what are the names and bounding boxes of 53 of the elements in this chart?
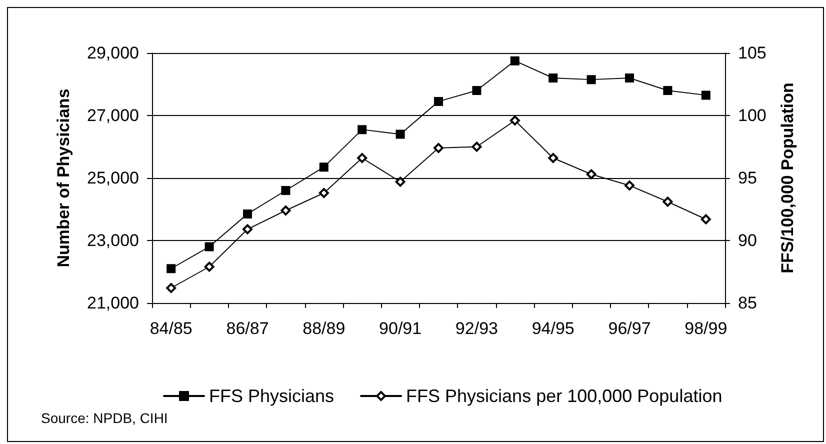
point bbox=[586, 75, 596, 84]
point bbox=[434, 143, 444, 153]
point bbox=[396, 130, 405, 139]
x-tick-label: 96/97 bbox=[608, 319, 651, 338]
y2-tick-label: 90 bbox=[738, 231, 757, 250]
point bbox=[166, 264, 176, 274]
x-tick-label: 90/91 bbox=[379, 319, 422, 338]
point bbox=[472, 142, 482, 152]
point bbox=[243, 209, 252, 218]
legend-label: FFS Physicians per 100,000 Population bbox=[406, 386, 722, 406]
y2-tick-label: 85 bbox=[738, 294, 757, 312]
x-tick-label: 98/99 bbox=[684, 319, 728, 338]
y-tick-label: 29,000 bbox=[87, 44, 139, 62]
point bbox=[358, 125, 367, 134]
point bbox=[395, 176, 406, 187]
point bbox=[204, 242, 214, 252]
point bbox=[318, 188, 329, 198]
point bbox=[662, 196, 673, 207]
point bbox=[624, 180, 634, 190]
point bbox=[700, 214, 711, 224]
y-axis-title: Number of Physicians bbox=[54, 88, 73, 268]
point bbox=[472, 86, 482, 95]
point bbox=[548, 74, 558, 82]
x-tick-label: 88/89 bbox=[302, 319, 346, 338]
legend-label: FFS Physicians bbox=[209, 386, 334, 406]
y-tick-label: 23,000 bbox=[87, 231, 139, 250]
point bbox=[663, 86, 672, 95]
point bbox=[586, 169, 596, 180]
point bbox=[434, 96, 443, 106]
y2-tick-label: 95 bbox=[738, 168, 757, 188]
x-tick-label: 86/87 bbox=[226, 319, 269, 338]
x-tick-label: 94/95 bbox=[532, 319, 574, 338]
y2-axis-title: FFS/100,000 Population bbox=[778, 82, 797, 274]
point bbox=[242, 224, 252, 234]
y2-tick-label: 105 bbox=[738, 44, 766, 62]
point bbox=[281, 186, 290, 195]
point bbox=[204, 262, 214, 272]
y2-tick-label: 100 bbox=[738, 106, 766, 125]
point bbox=[166, 283, 176, 293]
point bbox=[625, 74, 634, 82]
y-tick-label: 25,000 bbox=[87, 168, 139, 188]
x-tick-label: 84/85 bbox=[150, 319, 192, 338]
source-note: Source: NPDB, CIHI bbox=[41, 410, 168, 426]
y-tick-label: 21,000 bbox=[87, 294, 139, 312]
point bbox=[280, 206, 291, 216]
y-tick-label: 27,000 bbox=[87, 106, 139, 125]
point bbox=[357, 153, 368, 163]
point bbox=[701, 90, 710, 100]
point bbox=[510, 116, 520, 126]
point bbox=[510, 56, 520, 66]
x-tick-label: 92/93 bbox=[455, 319, 498, 338]
point bbox=[548, 153, 558, 163]
point bbox=[319, 162, 328, 172]
